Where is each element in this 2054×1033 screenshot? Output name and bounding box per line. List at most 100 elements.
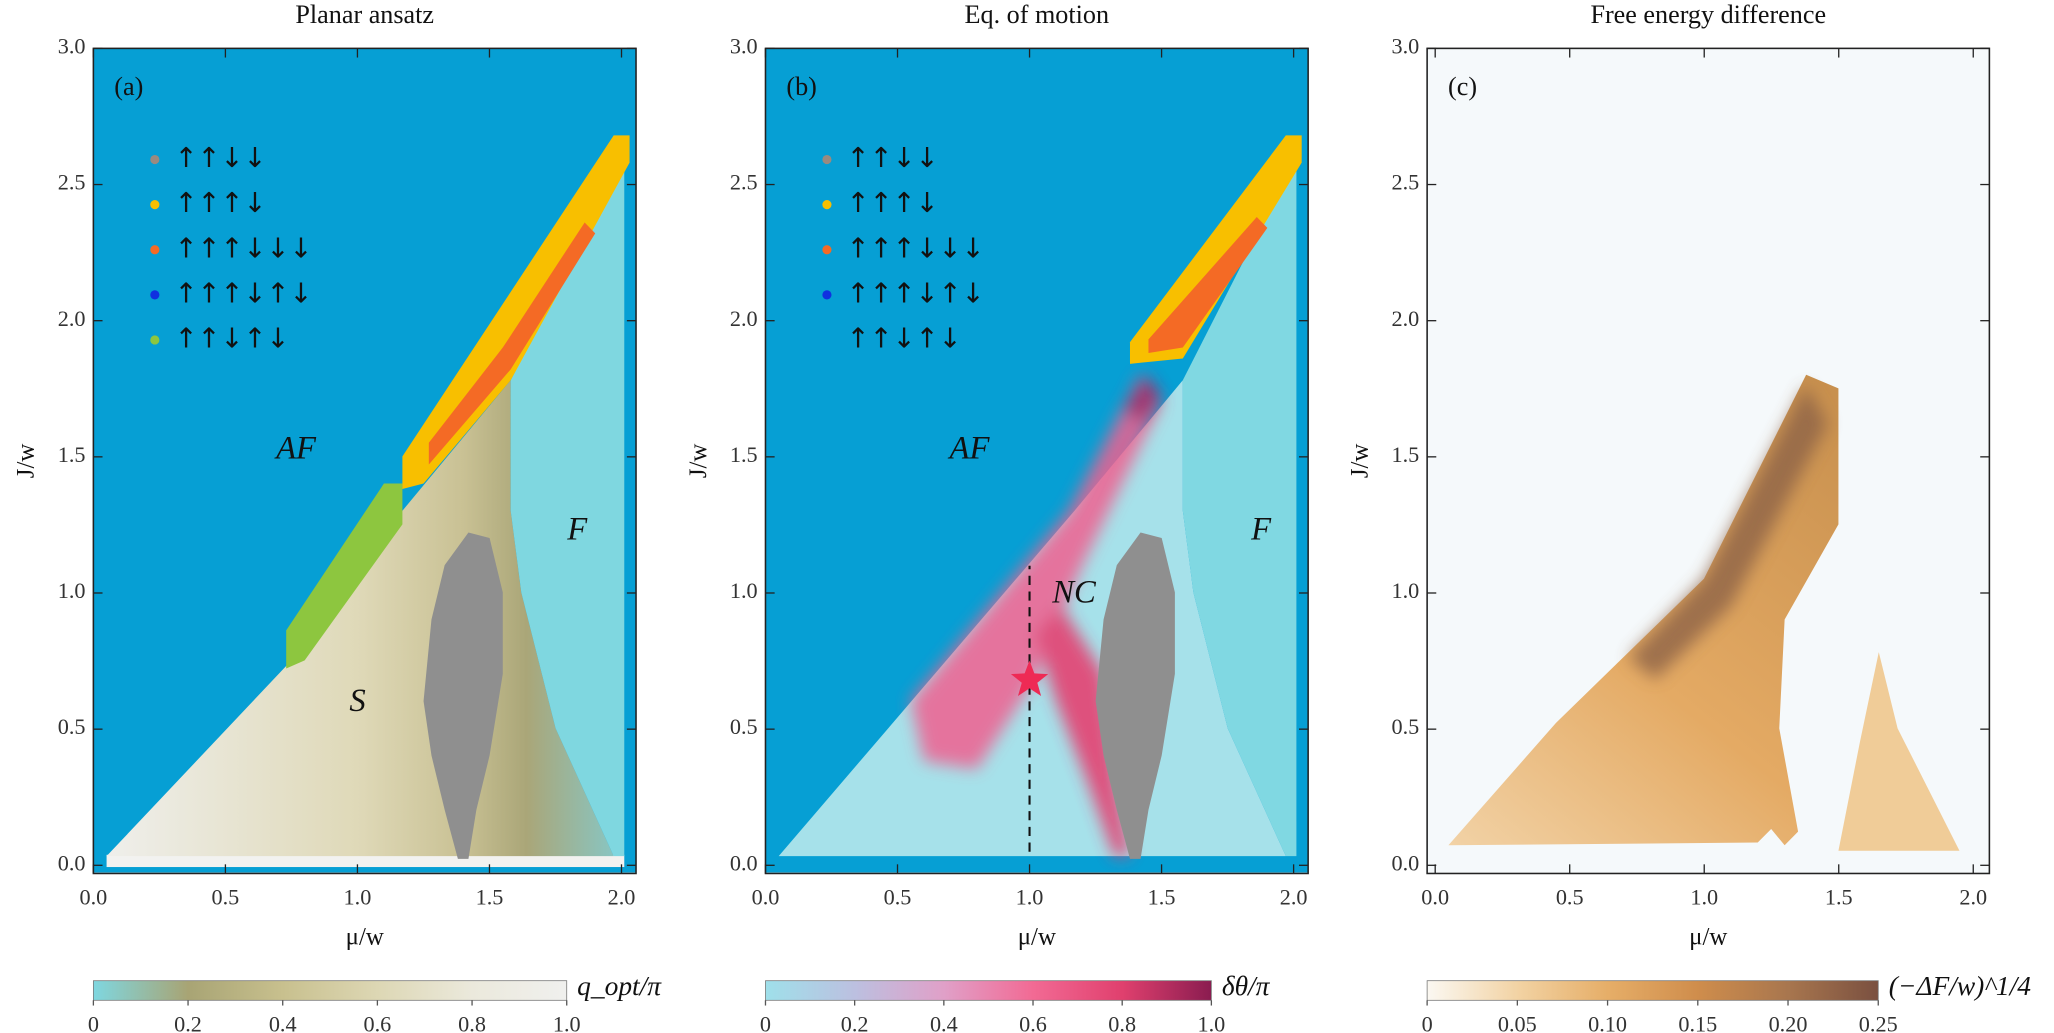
y-tick-label: 1.5 — [58, 442, 86, 467]
x-tick-label: 0.0 — [752, 885, 780, 910]
colorbar-tick-label: 0.2 — [841, 1012, 869, 1033]
panel-label: (c) — [1448, 72, 1477, 101]
x-tick-label: 1.0 — [1016, 885, 1044, 910]
colorbar-tick-label: 0 — [1422, 1012, 1433, 1033]
legend-label: ↑↑↑↓↓↓ — [174, 233, 312, 264]
colorbar-tick-label: 0.6 — [1019, 1012, 1047, 1033]
y-tick-label: 3.0 — [58, 33, 86, 58]
legend-marker — [822, 290, 832, 300]
y-tick-label: 0.5 — [730, 714, 758, 739]
x-tick-label: 0.5 — [1556, 885, 1584, 910]
x-tick-label: 1.0 — [344, 885, 372, 910]
heatmap-a — [93, 48, 637, 873]
legend-marker — [822, 200, 832, 210]
colorbar-tick-label: 0.4 — [930, 1012, 958, 1033]
plot-frame — [764, 47, 1309, 875]
y-tick-label: 3.0 — [730, 33, 758, 58]
y-tick-label: 1.0 — [730, 578, 758, 603]
y-tick-label: 1.5 — [1391, 442, 1419, 467]
region-label: NC — [1051, 574, 1097, 610]
heatmap-b — [765, 48, 1309, 873]
y-tick-label: 0.0 — [58, 850, 86, 875]
x-tick-label: 1.5 — [1825, 885, 1853, 910]
colorbar-tick-label: 0.8 — [1108, 1012, 1136, 1033]
y-tick-label: 0.5 — [1391, 714, 1419, 739]
legend-label: ↑↑↑↓↑↓ — [847, 278, 985, 309]
x-tick-label: 0.5 — [884, 885, 912, 910]
panel-title: Planar ansatz — [295, 0, 434, 29]
legend-marker — [150, 290, 160, 300]
x-tick-label: 1.5 — [1148, 885, 1176, 910]
legend-marker — [822, 154, 832, 165]
colorbar — [92, 980, 568, 1001]
y-tick-label: 2.5 — [58, 170, 86, 195]
y-tick-label: 2.5 — [730, 170, 758, 195]
star-marker — [1010, 660, 1049, 697]
region-label: S — [349, 683, 365, 719]
legend-label: ↑↑↓↓ — [174, 143, 266, 174]
y-tick-label: 1.5 — [730, 442, 758, 467]
region-label: F — [1250, 512, 1272, 548]
colorbar-tick-label: 0.4 — [269, 1012, 297, 1033]
y-tick-label: 2.0 — [58, 306, 86, 331]
legend-label: ↑↑↓↑↓ — [174, 323, 289, 354]
legend-label: ↑↑↑↓ — [174, 188, 266, 219]
panel-title: Eq. of motion — [965, 0, 1110, 29]
legend-marker — [150, 335, 160, 345]
y-tick-label: 0.5 — [58, 714, 86, 739]
x-tick-label: 1.0 — [1690, 885, 1718, 910]
colorbar-tick-label: 0.05 — [1498, 1012, 1537, 1033]
colorbar-tick-label: 0.25 — [1859, 1012, 1898, 1033]
y-tick-label: 1.0 — [1391, 578, 1419, 603]
y-tick-label: 2.0 — [730, 306, 758, 331]
x-tick-label: 0.0 — [1421, 885, 1449, 910]
colorbar-tick-label: 0.10 — [1588, 1012, 1627, 1033]
colorbar-tick-label: 0 — [760, 1012, 771, 1033]
x-tick-label: 2.0 — [1959, 885, 1987, 910]
colorbar — [765, 980, 1212, 1001]
legend-label: ↑↑↑↓↓↓ — [847, 233, 985, 264]
colorbar-tick-label: 0.2 — [174, 1012, 202, 1033]
y-axis-label: J/w — [685, 444, 712, 479]
y-axis-label: J/w — [1346, 444, 1373, 479]
y-tick-label: 0.0 — [1391, 850, 1419, 875]
legend-label: ↑↑↓↓ — [847, 143, 939, 174]
y-tick-label: 1.0 — [58, 578, 86, 603]
colorbar-tick-label: 0.15 — [1678, 1012, 1717, 1033]
x-tick-label: 2.0 — [1280, 885, 1308, 910]
legend-marker — [150, 154, 160, 165]
y-tick-label: 2.0 — [1391, 306, 1419, 331]
legend-marker — [150, 245, 160, 255]
colorbar-tick-label: 1.0 — [1197, 1012, 1225, 1033]
legend-marker — [150, 200, 160, 210]
panel-label: (b) — [786, 72, 816, 101]
colorbar — [1426, 980, 1879, 1001]
x-tick-label: 2.0 — [608, 885, 636, 910]
legend-label: ↑↑↑↓↑↓ — [174, 278, 312, 309]
colorbar-tick-label: 0.8 — [458, 1012, 486, 1033]
panel-title: Free energy difference — [1590, 0, 1826, 29]
colorbar-tick-label: 0.6 — [363, 1012, 391, 1033]
colorbar-label: (−ΔF/w)^1/4 — [1889, 971, 2031, 1001]
region-label: AF — [274, 431, 317, 467]
legend-marker — [822, 245, 832, 255]
y-axis-label: J/w — [13, 444, 40, 479]
x-tick-label: 1.5 — [476, 885, 504, 910]
region-label: AF — [948, 431, 991, 467]
region-label: F — [566, 512, 588, 548]
legend-label: ↑↑↓↑↓ — [847, 323, 962, 354]
y-tick-label: 0.0 — [730, 850, 758, 875]
y-tick-label: 2.5 — [1391, 170, 1419, 195]
plot-frame — [1426, 47, 1991, 875]
x-tick-label: 0.0 — [79, 885, 107, 910]
colorbar-tick-label: 0.20 — [1769, 1012, 1808, 1033]
panel-label: (a) — [114, 72, 143, 101]
colorbar-tick-label: 0 — [88, 1012, 99, 1033]
plot-frame — [92, 47, 637, 875]
x-tick-label: 0.5 — [212, 885, 240, 910]
x-axis-label: μ/w — [1689, 924, 1727, 951]
x-axis-label: μ/w — [346, 924, 384, 951]
colorbar-label: q_opt/π — [577, 971, 662, 1001]
colorbar-label: δθ/π — [1222, 971, 1271, 1001]
